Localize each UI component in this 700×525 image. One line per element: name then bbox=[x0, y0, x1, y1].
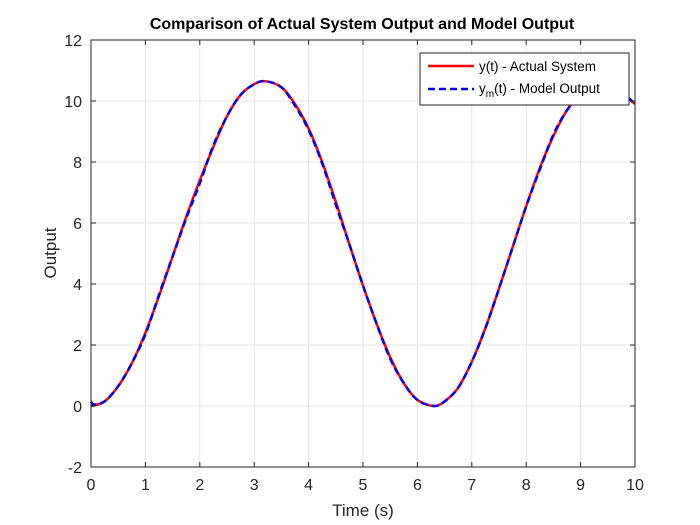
y-tick-label: 10 bbox=[64, 94, 82, 111]
x-tick-label: 1 bbox=[141, 477, 150, 494]
y-axis-label: Output bbox=[41, 227, 60, 278]
legend-entry-model-rest: (t) - Model Output bbox=[494, 81, 600, 96]
legend-entry-actual-rest: (t) - Actual System bbox=[486, 59, 596, 74]
y-tick-label: 6 bbox=[73, 216, 82, 233]
y-tick-label: 4 bbox=[73, 277, 82, 294]
y-tick-label: 2 bbox=[73, 338, 82, 355]
x-tick-label: 10 bbox=[626, 477, 644, 494]
y-tick-label: -2 bbox=[68, 460, 82, 477]
x-tick-label: 4 bbox=[304, 477, 313, 494]
x-tick-label: 3 bbox=[250, 477, 259, 494]
series-line-model bbox=[89, 79, 636, 408]
x-tick-label: 9 bbox=[576, 477, 585, 494]
legend-entry-model-main: y bbox=[479, 81, 486, 96]
x-axis-label: Time (s) bbox=[332, 501, 394, 520]
chart-title: Comparison of Actual System Output and M… bbox=[150, 16, 575, 33]
y-tick-label: 8 bbox=[73, 155, 82, 172]
legend-entry-actual: y(t) - Actual System bbox=[479, 59, 596, 74]
y-tick-label: 0 bbox=[73, 399, 82, 416]
x-tick-label: 7 bbox=[467, 477, 476, 494]
y-tick-label: 12 bbox=[64, 33, 82, 50]
legend: y(t) - Actual System ym(t) - Model Outpu… bbox=[419, 52, 630, 106]
series-layer bbox=[89, 79, 636, 408]
legend-box bbox=[419, 52, 630, 106]
legend-entry-actual-main: y bbox=[479, 59, 486, 74]
x-tick-label: 6 bbox=[413, 477, 422, 494]
legend-entry-model: ym(t) - Model Output bbox=[479, 81, 600, 100]
x-tick-label: 5 bbox=[359, 477, 368, 494]
legend-entry-model-sub: m bbox=[486, 89, 494, 100]
x-tick-label: 8 bbox=[522, 477, 531, 494]
x-tick-label: 2 bbox=[195, 477, 204, 494]
x-tick-label: 0 bbox=[87, 477, 96, 494]
